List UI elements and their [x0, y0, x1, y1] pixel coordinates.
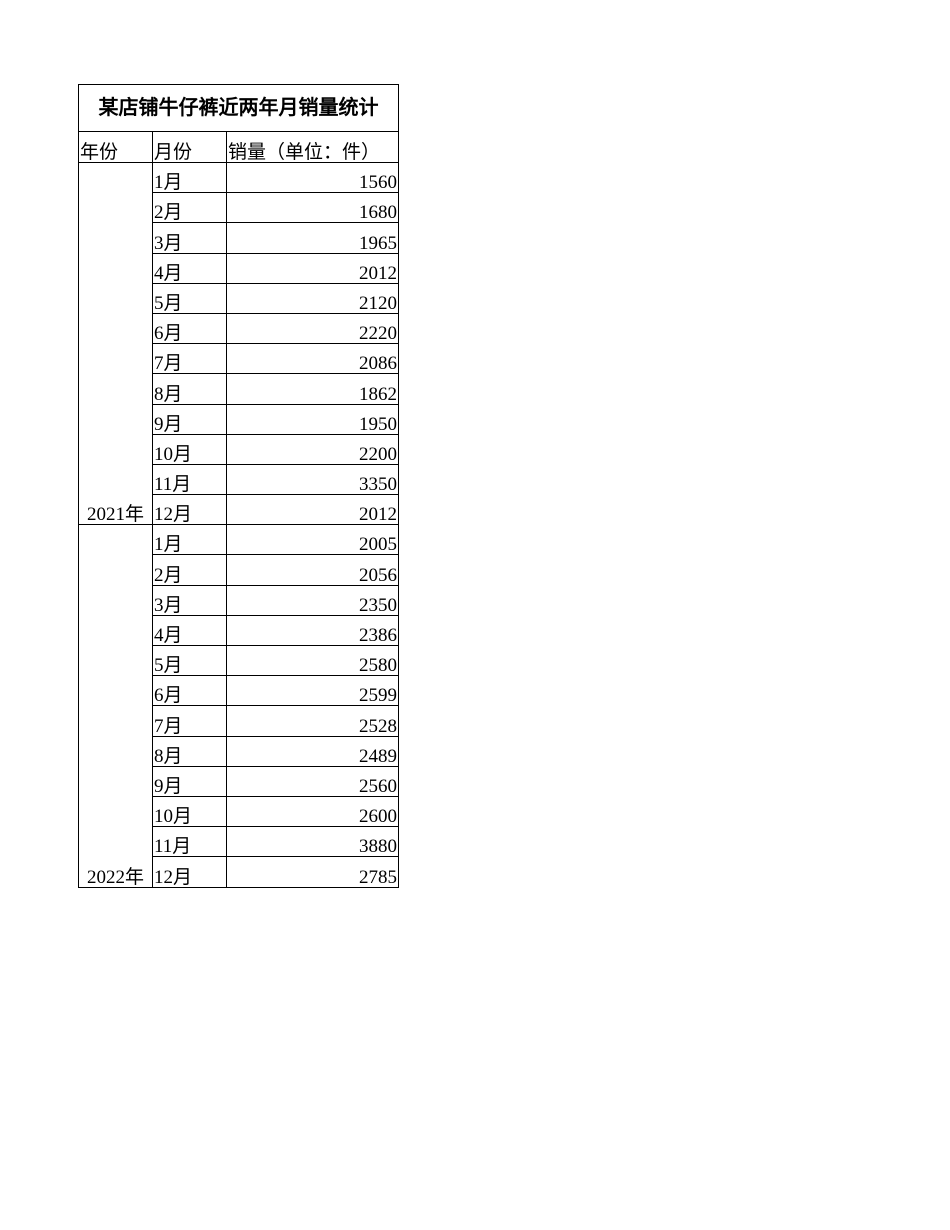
data-row: 3月 2350	[79, 584, 400, 616]
month-cell: 8月	[152, 735, 227, 767]
data-row: 7月 2086	[79, 343, 400, 375]
month-cell: 11月	[152, 463, 227, 496]
sales-cell: 2120	[225, 282, 400, 314]
title-row: 某店铺牛仔裤近两年月销量统计	[77, 84, 400, 132]
data-row: 2021年 1月 1560	[78, 161, 400, 526]
sales-cell: 1560	[225, 161, 400, 194]
sales-cell: 2785	[225, 856, 400, 888]
header-cell: 销量（单位：件）	[225, 131, 400, 163]
month-cell: 3月	[152, 584, 227, 616]
month-cell: 10月	[152, 433, 227, 465]
month-cell: 5月	[152, 644, 227, 677]
data-row: 12月 2785	[79, 856, 400, 888]
month-cell: 6月	[152, 312, 227, 345]
sales-cell: 2489	[225, 735, 400, 767]
table-title: 某店铺牛仔裤近两年月销量统计	[77, 84, 400, 132]
data-row: 5月 2120	[79, 282, 400, 314]
sales-cell: 2086	[225, 343, 400, 375]
sales-cell: 2005	[225, 524, 400, 556]
month-cell: 2月	[152, 192, 227, 224]
year-cell: 2021年	[78, 161, 153, 526]
sales-cell: 1680	[225, 192, 400, 224]
month-cell: 9月	[152, 403, 227, 435]
data-row: 9月 1950	[79, 403, 400, 435]
month-cell: 1月	[152, 524, 227, 556]
sales-cell: 2012	[225, 494, 400, 526]
sales-cell: 2056	[225, 554, 400, 586]
table-body: 某店铺牛仔裤近两年月销量统计 年份 月份 销量（单位：件） 2021年 1月 156…	[77, 84, 400, 888]
data-row: 11月 3350	[79, 463, 400, 496]
sales-table: 某店铺牛仔裤近两年月销量统计 年份 月份 销量（单位：件） 2021年 1月 156…	[77, 84, 400, 888]
data-row: 3月 1965	[79, 222, 400, 254]
data-row: 6月 2599	[79, 675, 400, 707]
month-cell: 4月	[152, 252, 227, 284]
month-cell: 6月	[152, 675, 227, 707]
month-cell: 7月	[152, 343, 227, 375]
header-row: 年份 月份 销量（单位：件）	[78, 131, 400, 163]
sales-cell: 1862	[225, 373, 400, 405]
month-cell: 9月	[152, 765, 227, 797]
sales-cell: 2599	[225, 675, 400, 707]
month-cell: 8月	[152, 373, 227, 405]
data-row: 5月 2580	[79, 644, 400, 677]
data-row: 2022年 1月 2005	[78, 524, 400, 888]
data-row: 10月 2600	[79, 795, 400, 828]
data-row: 4月 2386	[79, 614, 400, 647]
data-row: 2月 1680	[79, 192, 400, 224]
header-cell: 年份	[78, 131, 153, 163]
sales-cell: 2200	[225, 433, 400, 465]
month-cell: 1月	[152, 161, 227, 194]
month-cell: 5月	[152, 282, 227, 314]
sales-cell: 2386	[225, 614, 400, 647]
sales-cell: 2600	[225, 795, 400, 828]
data-row: 6月 2220	[79, 312, 400, 345]
month-cell: 7月	[152, 705, 227, 737]
sales-cell: 3350	[225, 463, 400, 496]
month-cell: 12月	[152, 494, 227, 526]
data-row: 2月 2056	[79, 554, 400, 586]
month-cell: 10月	[152, 795, 227, 828]
year-cell: 2022年	[78, 524, 153, 888]
sales-cell: 2528	[225, 705, 400, 737]
sales-cell: 1950	[225, 403, 400, 435]
sales-cell: 2220	[225, 312, 400, 345]
sales-cell: 2580	[225, 644, 400, 677]
month-cell: 12月	[152, 856, 227, 888]
month-cell: 2月	[152, 554, 227, 586]
sales-cell: 2350	[225, 584, 400, 616]
data-row: 8月 1862	[79, 373, 400, 405]
month-cell: 3月	[152, 222, 227, 254]
month-cell: 4月	[152, 614, 227, 647]
header-cell: 月份	[152, 131, 227, 163]
sales-cell: 3880	[225, 826, 400, 858]
sales-cell: 2012	[225, 252, 400, 284]
sales-cell: 2560	[225, 765, 400, 797]
data-row: 7月 2528	[79, 705, 400, 737]
data-row: 4月 2012	[79, 252, 400, 284]
sales-cell: 1965	[225, 222, 400, 254]
month-cell: 11月	[152, 826, 227, 858]
